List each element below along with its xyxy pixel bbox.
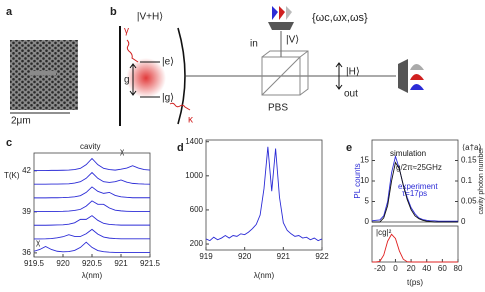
x-tick-label: -20 [374,264,386,273]
x-tick-label: 80 [454,264,463,273]
y-tick-label: 42 [22,166,31,175]
panel-b: b |V+H⟩ γ |e⟩ g |g⟩ κ PBS in |V⟩ {ωc,ωx,… [110,6,424,126]
coupling-label: g [124,75,130,86]
excited-label: |e⟩ [162,57,174,68]
frequency-set: {ωc,ωx,ωs} [312,12,368,24]
y2-tick-label: 0.15 [461,156,477,165]
data-line [34,186,150,199]
data-line [34,200,150,213]
x-tick-label: 920 [56,259,70,268]
x-axis-label: λ(nm) [82,271,103,280]
panel-label: e [346,142,352,154]
pbs-cube [261,50,309,96]
y2-tick-label: 0 [461,217,466,226]
plot-frame [205,139,323,251]
y2-axis-title: ⟨a†a⟩ [462,143,482,152]
panel-label: d [177,142,184,154]
x-axis-label: λ(nm) [254,271,275,280]
panel-label: a [6,6,13,18]
pulse-icon [286,6,292,20]
arrow-head [335,62,343,90]
x-tick-label: 921 [114,259,128,268]
pbs-label: PBS [268,103,288,114]
mirror [177,27,186,125]
x-axis-label: t(ps) [407,278,423,287]
x-tick-label: 921.5 [140,259,161,268]
data-line [205,146,323,242]
cavity-defect [30,71,56,75]
y-tick-label: 15 [360,156,369,165]
pulse-icon [279,6,285,20]
data-line [371,154,458,222]
series-label: experiment [398,182,438,191]
y-tick-label: 1000 [185,171,203,180]
y-axis-label: PL counts [353,163,362,198]
pulse-icon [410,64,424,70]
x-tick-label: 921 [277,252,291,261]
pulse-icon [272,6,278,20]
panel-label: c [6,137,12,149]
y-tick-label: 39 [22,207,31,216]
gamma-label: γ [124,26,129,37]
h-state: |H⟩ [346,67,360,78]
kappa-label: κ [188,115,194,126]
out-label: out [344,89,358,100]
charts: c 919.5 920 920.5 921 921.5 36 39 42 λ(nm) T(K) cav… [4,137,485,287]
annotation: g/2π≈25GHz [396,163,442,172]
x-tick-label: 919.5 [24,259,45,268]
cavity-mode [126,58,166,98]
annotation: χ [36,238,41,247]
pulse-icon [410,84,424,90]
arrow-head [129,63,137,96]
scale-bar-label: 2μm [11,116,31,127]
y-tick-label: 600 [190,205,204,214]
annotation: τ=17ps [402,189,427,198]
detector [268,22,294,30]
y-tick-label: 5 [365,197,370,206]
y2-axis-label: cavity photon number [478,147,485,215]
detector [398,59,408,93]
input-state: |V+H⟩ [137,12,163,23]
x-tick-label: 922 [315,252,329,261]
data-line [33,241,150,253]
pulse-icon [410,74,424,80]
panel-label: b [110,6,117,18]
x-tick-label: 920.5 [82,259,103,268]
y-tick-label: 0 [365,217,370,226]
y-axis-label: |cg|² [376,228,392,237]
x-tick-label: 0 [393,264,398,273]
data-line [34,171,151,185]
y-tick-label: 36 [22,248,31,257]
decay-arrow [126,39,139,63]
x-tick-label: 60 [438,264,447,273]
data-line [34,228,150,240]
x-tick-label: 919 [199,252,213,261]
loss-arrow [169,102,191,111]
v-state: |V⟩ [286,35,299,46]
panel-a: a 2μm [6,6,78,127]
y2-tick-label: 0.1 [461,176,473,185]
data-line [34,215,150,226]
x-tick-label: 920 [238,252,252,261]
data-line [34,157,151,171]
annotation: χ [120,147,125,156]
x-tick-label: 20 [407,264,416,273]
series-label: simulation [390,149,426,158]
y-tick-label: 200 [190,239,204,248]
y-tick-label: 10 [360,176,369,185]
x-tick-label: 40 [422,264,431,273]
y-tick-label: 1400 [185,137,203,146]
in-label: in [250,39,258,50]
y2-tick-label: 0.05 [461,197,477,206]
plot-frame [33,152,151,258]
ground-label: |g⟩ [162,93,174,104]
data-line [372,233,458,263]
data-line [372,161,458,223]
y-axis-label: T(K) [4,171,20,180]
annotation: cavity [80,142,100,151]
